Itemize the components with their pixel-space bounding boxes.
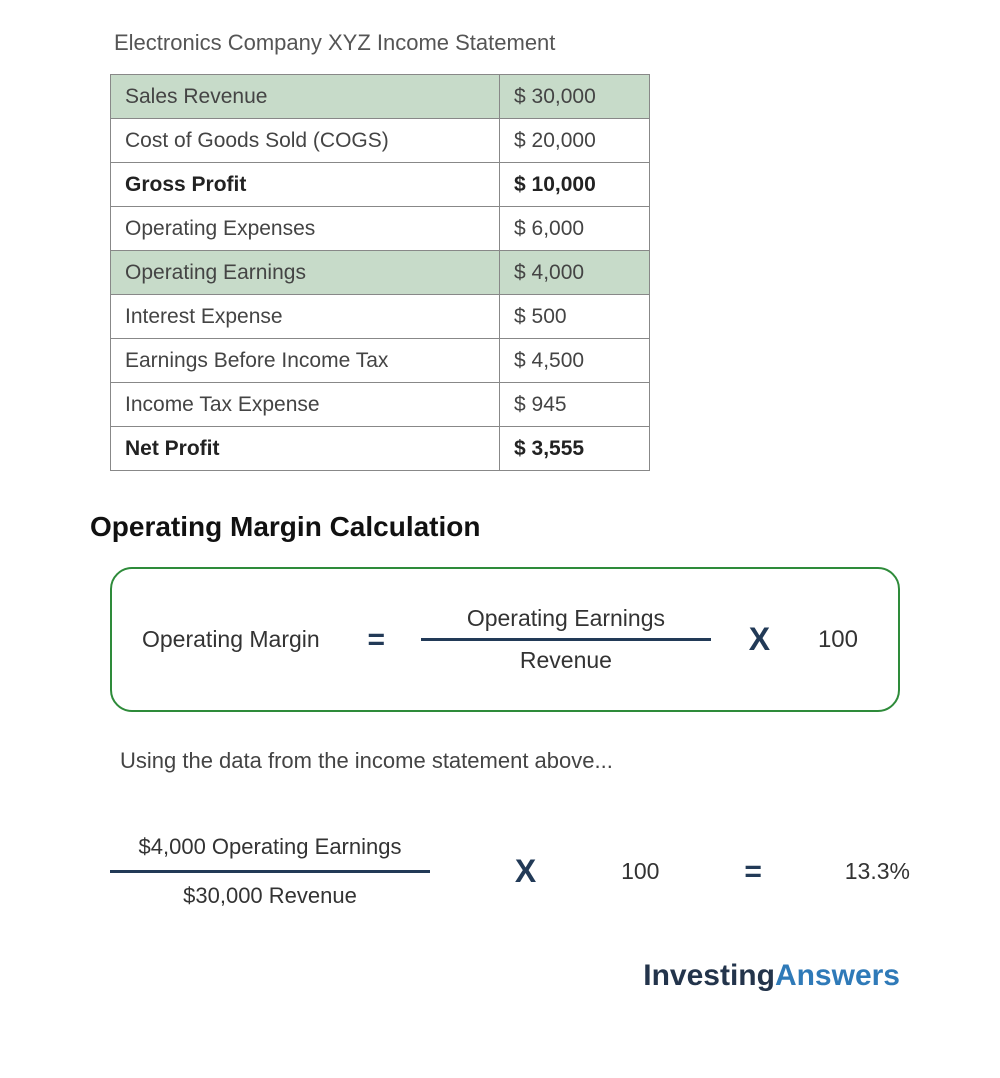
row-value: $ 3,555	[500, 427, 650, 471]
formula-lhs: Operating Margin	[142, 626, 330, 653]
calc-numerator: $4,000 Operating Earnings	[139, 824, 402, 870]
calc-multiply-symbol: X	[515, 853, 536, 890]
calculation-row: $4,000 Operating Earnings $30,000 Revenu…	[110, 824, 910, 919]
formula-denominator: Revenue	[500, 641, 632, 680]
row-label: Interest Expense	[111, 295, 500, 339]
table-row: Operating Earnings$ 4,000	[111, 251, 650, 295]
table-row: Cost of Goods Sold (COGS)$ 20,000	[111, 119, 650, 163]
table-row: Income Tax Expense$ 945	[111, 383, 650, 427]
calc-fraction: $4,000 Operating Earnings $30,000 Revenu…	[110, 824, 430, 919]
table-row: Gross Profit$ 10,000	[111, 163, 650, 207]
table-row: Interest Expense$ 500	[111, 295, 650, 339]
row-label: Income Tax Expense	[111, 383, 500, 427]
row-label: Operating Expenses	[111, 207, 500, 251]
brand-part-a: Investing	[643, 959, 775, 992]
row-label: Gross Profit	[111, 163, 500, 207]
row-value: $ 6,000	[500, 207, 650, 251]
multiply-symbol: X	[731, 621, 788, 658]
calc-equals-symbol: =	[744, 855, 760, 889]
table-row: Earnings Before Income Tax$ 4,500	[111, 339, 650, 383]
formula-numerator: Operating Earnings	[447, 599, 685, 638]
income-table-body: Sales Revenue$ 30,000Cost of Goods Sold …	[111, 75, 650, 471]
calc-constant: 100	[621, 858, 659, 885]
row-value: $ 10,000	[500, 163, 650, 207]
explanation-note: Using the data from the income statement…	[120, 748, 900, 774]
document-title: Electronics Company XYZ Income Statement	[114, 30, 900, 56]
table-row: Operating Expenses$ 6,000	[111, 207, 650, 251]
income-statement-table: Sales Revenue$ 30,000Cost of Goods Sold …	[110, 74, 650, 471]
row-value: $ 20,000	[500, 119, 650, 163]
row-value: $ 945	[500, 383, 650, 427]
calc-denominator: $30,000 Revenue	[183, 873, 357, 919]
row-label: Earnings Before Income Tax	[111, 339, 500, 383]
formula-box: Operating Margin = Operating Earnings Re…	[110, 567, 900, 712]
section-heading: Operating Margin Calculation	[90, 511, 900, 543]
table-row: Sales Revenue$ 30,000	[111, 75, 650, 119]
brand-logo: InvestingAnswers	[110, 959, 900, 993]
calc-result: 13.3%	[845, 858, 910, 885]
row-label: Cost of Goods Sold (COGS)	[111, 119, 500, 163]
row-value: $ 500	[500, 295, 650, 339]
row-label: Sales Revenue	[111, 75, 500, 119]
table-row: Net Profit$ 3,555	[111, 427, 650, 471]
equals-symbol: =	[350, 623, 402, 657]
row-label: Net Profit	[111, 427, 500, 471]
row-value: $ 4,500	[500, 339, 650, 383]
row-value: $ 30,000	[500, 75, 650, 119]
row-label: Operating Earnings	[111, 251, 500, 295]
formula-constant: 100	[808, 626, 868, 654]
formula-fraction: Operating Earnings Revenue	[421, 599, 711, 680]
row-value: $ 4,000	[500, 251, 650, 295]
brand-part-b: Answers	[775, 959, 900, 992]
